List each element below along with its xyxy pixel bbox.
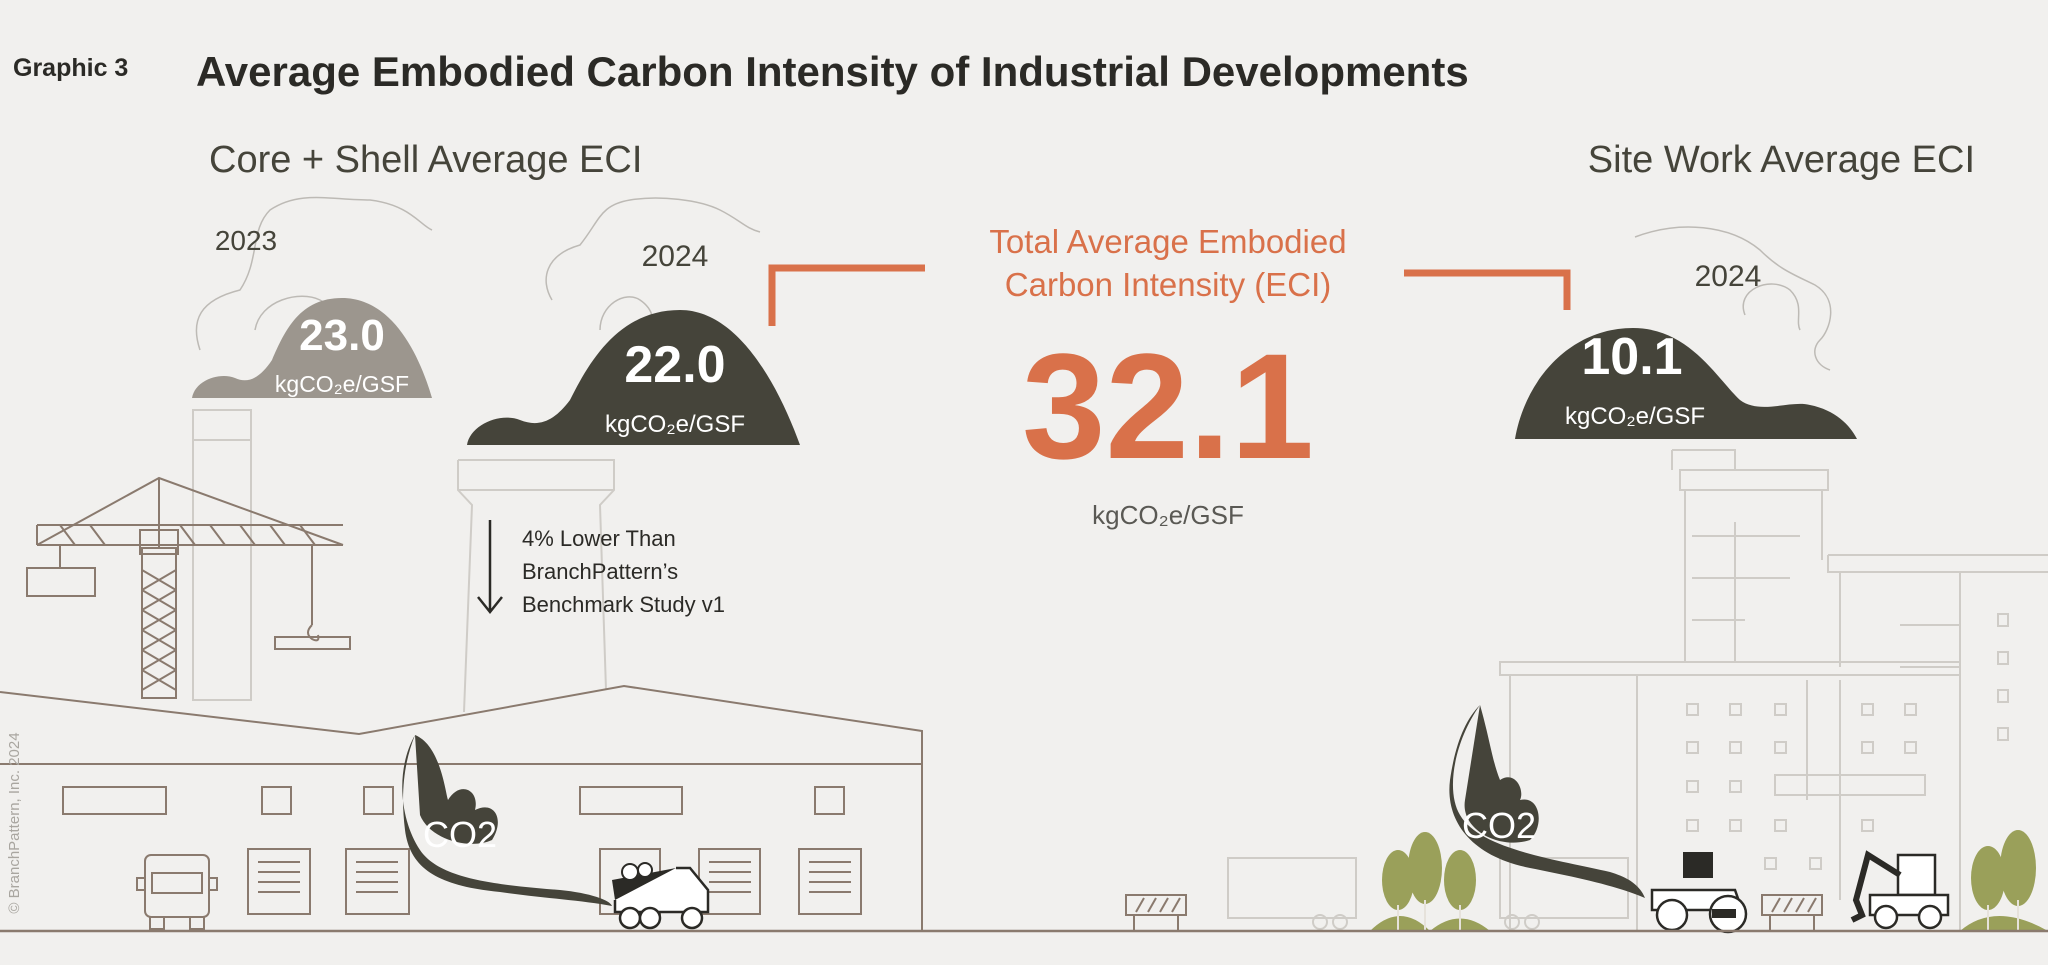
value-2024-core-shell: 22.0 bbox=[624, 336, 725, 394]
total-unit: kgCO₂e/GSF bbox=[1092, 500, 1244, 530]
co2-label-right: CO2 bbox=[1462, 805, 1536, 846]
unit-2024-core-shell: kgCO₂e/GSF bbox=[605, 411, 745, 438]
total-title-line-1: Total Average Embodied bbox=[989, 223, 1346, 260]
comparison-note: 4% Lower Than BranchPattern’s Benchmark … bbox=[477, 520, 725, 617]
value-2023: 23.0 bbox=[299, 311, 385, 360]
mound-2023: 2023 23.0 kgCO₂e/GSF bbox=[192, 196, 433, 398]
office-building-icon bbox=[1499, 449, 2048, 931]
excavator-icon bbox=[1850, 850, 1950, 930]
crane-icon bbox=[26, 476, 351, 699]
truck-front-icon bbox=[136, 854, 218, 930]
dump-truck-icon bbox=[612, 862, 710, 930]
unit-2024-site-work: kgCO₂e/GSF bbox=[1565, 403, 1705, 430]
page-title: Average Embodied Carbon Intensity of Ind… bbox=[196, 48, 1469, 95]
co2-label-left: CO2 bbox=[423, 814, 497, 855]
trailer-icon bbox=[1227, 857, 1629, 930]
co2-cloud-right bbox=[1449, 705, 1645, 898]
total-title-line-2: Carbon Intensity (ECI) bbox=[1005, 266, 1331, 303]
background-structures-right: CO2 bbox=[1125, 449, 2048, 934]
trees-icon bbox=[1370, 830, 2048, 931]
arrow-down-icon bbox=[477, 520, 503, 615]
site-work-heading: Site Work Average ECI bbox=[1588, 139, 1975, 181]
year-label-2024-core-shell: 2024 bbox=[642, 240, 709, 273]
copyright: © BranchPattern, Inc. 2024 bbox=[6, 732, 23, 913]
comparison-line-1: 4% Lower Than bbox=[522, 526, 676, 551]
co2-cloud-left bbox=[402, 735, 612, 906]
bracket-right bbox=[1404, 269, 1571, 310]
chimney-center bbox=[457, 459, 615, 713]
graphic-label: Graphic 3 bbox=[13, 54, 128, 82]
core-shell-heading: Core + Shell Average ECI bbox=[209, 139, 642, 181]
comparison-line-3: Benchmark Study v1 bbox=[522, 592, 725, 617]
road-roller-icon bbox=[1650, 852, 1748, 934]
unit-2023: kgCO₂e/GSF bbox=[275, 371, 409, 397]
comparison-line-2: BranchPattern’s bbox=[522, 559, 678, 584]
total-value: 32.1 bbox=[1022, 322, 1314, 490]
mound-2024-core-shell: 2024 22.0 kgCO₂e/GSF bbox=[467, 197, 800, 445]
year-label-2023: 2023 bbox=[215, 225, 277, 256]
value-2024-site-work: 10.1 bbox=[1581, 328, 1682, 386]
chimney-left bbox=[192, 409, 252, 701]
background-structures-left: CO2 bbox=[0, 409, 923, 931]
bracket-left bbox=[768, 264, 925, 326]
barricade-icon bbox=[1125, 894, 1823, 931]
year-label-2024-site-work: 2024 bbox=[1695, 260, 1762, 293]
total-eci: Total Average Embodied Carbon Intensity … bbox=[768, 223, 1571, 530]
mound-2024-site-work: 2024 10.1 kgCO₂e/GSF bbox=[1515, 226, 1857, 439]
